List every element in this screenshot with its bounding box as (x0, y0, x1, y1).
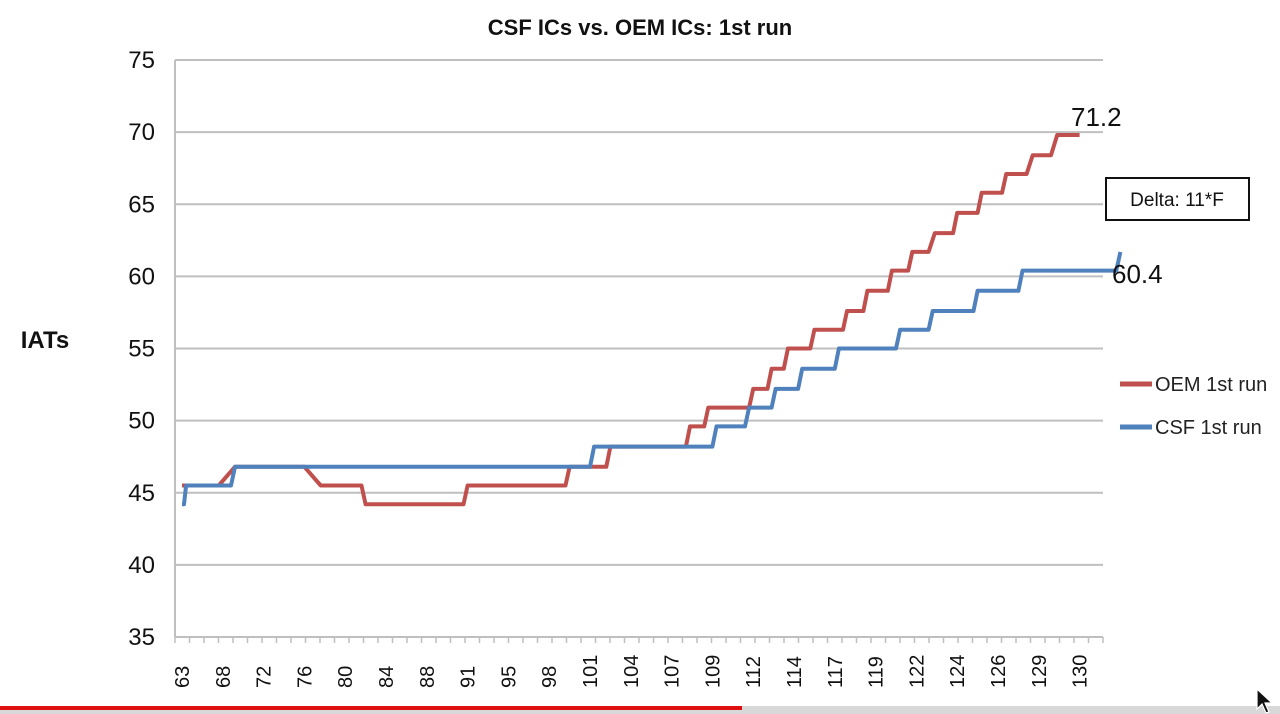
x-tick-label: 80 (335, 666, 357, 688)
y-tick-labels: 35 40 45 50 55 60 65 70 75 (128, 47, 155, 651)
y-tick-label: 50 (128, 408, 155, 435)
y-tick-label: 55 (128, 336, 155, 363)
oem-end-value-label: 71.2 (1071, 102, 1122, 132)
video-progress-fill (0, 706, 743, 710)
delta-callout: Delta: 11*F (1105, 177, 1250, 221)
x-tick-label: 68 (213, 666, 235, 688)
series-line-csf (182, 251, 1123, 507)
x-tick-label: 122 (906, 655, 928, 688)
x-tick-label: 112 (743, 656, 765, 688)
x-tick-label: 109 (702, 655, 724, 688)
y-tick-label: 60 (128, 263, 155, 290)
x-tick-label: 98 (539, 666, 561, 688)
series-line-oem (182, 133, 1080, 507)
csf-end-value-label: 60.4 (1112, 259, 1163, 289)
video-progress-bar[interactable] (0, 706, 1280, 714)
x-tick-label: 95 (498, 666, 520, 688)
y-tick-label: 70 (128, 119, 155, 146)
x-tick-label: 117 (825, 656, 847, 688)
legend-label-oem: OEM 1st run (1155, 374, 1267, 396)
grid-lines (175, 59, 1103, 566)
x-tick-label: 126 (988, 655, 1010, 688)
legend: OEM 1st run CSF 1st run (1120, 374, 1267, 439)
y-tick-label: 65 (128, 191, 155, 218)
x-tick-label: 76 (294, 666, 316, 688)
delta-callout-text: Delta: 11*F (1130, 190, 1224, 211)
series-lines (182, 133, 1123, 507)
x-tick-label: 107 (662, 655, 684, 688)
x-tick-label: 101 (580, 655, 602, 688)
x-tick-label: 130 (1070, 655, 1092, 688)
y-tick-label: 75 (128, 47, 155, 74)
arrow-cursor-icon (1256, 688, 1274, 714)
x-tick-label: 84 (376, 666, 398, 688)
x-tick-label: 114 (784, 656, 806, 688)
axes (174, 60, 1104, 643)
x-tick-label: 91 (458, 666, 480, 688)
y-axis-label: IATs (21, 327, 69, 354)
y-tick-label: 35 (128, 624, 155, 651)
delta-callout-box (1105, 177, 1250, 221)
x-tick-label: 119 (866, 656, 888, 688)
x-tick-label: 104 (621, 655, 643, 688)
x-tick-label: 88 (417, 666, 439, 688)
chart-title: CSF ICs vs. OEM ICs: 1st run (488, 15, 792, 40)
x-tick-label: 63 (172, 666, 194, 688)
x-tick-label: 124 (947, 655, 969, 688)
x-tick-labels: 63 68 72 76 80 84 88 91 95 98 101 104 107 109 112 114 11… (172, 655, 1092, 688)
legend-label-csf: CSF 1st run (1155, 417, 1262, 439)
x-tick-label: 129 (1029, 655, 1051, 688)
y-tick-label: 40 (128, 552, 155, 579)
x-tick-label: 72 (254, 666, 276, 688)
y-tick-label: 45 (128, 480, 155, 507)
